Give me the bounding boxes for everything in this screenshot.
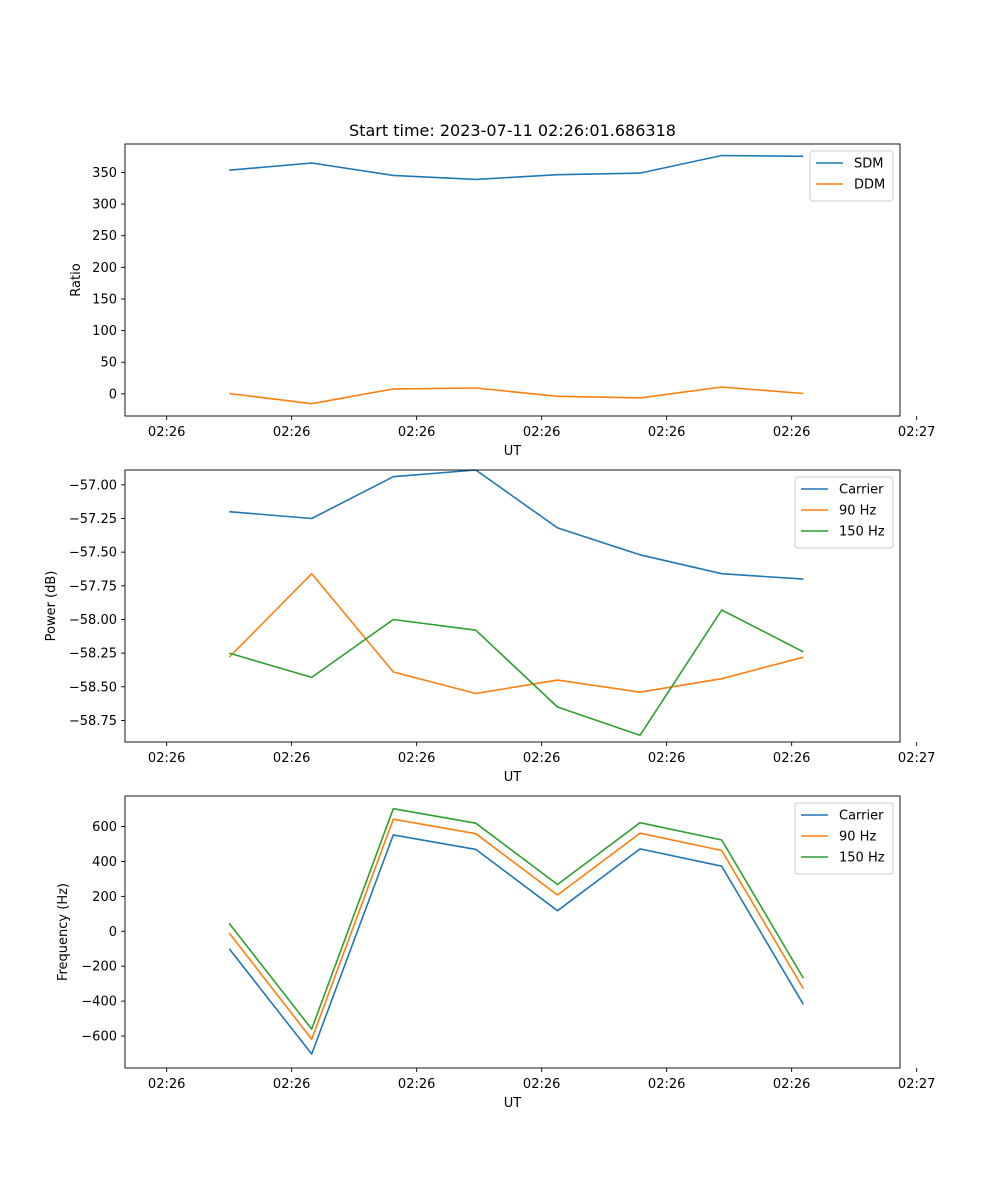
ratio-x-tick-label: 02:26 xyxy=(148,425,185,440)
power-legend-label: 150 Hz xyxy=(839,525,885,540)
frequency-legend: Carrier 90 Hz 150 Hz xyxy=(794,802,894,875)
chart-title: Start time: 2023-07-11 02:26:01.686318 xyxy=(349,121,676,140)
power-y-tick-label: −58.25 xyxy=(69,647,117,662)
power-x-tick-label: 02:26 xyxy=(648,751,685,766)
ratio-legend: SDM DDM xyxy=(809,150,894,202)
frequency-series-90-hz-line xyxy=(228,818,804,1040)
ratio-y-tick-label: 50 xyxy=(100,356,117,371)
ratio-y-tick-label: 150 xyxy=(92,292,117,307)
power-legend: Carrier 90 Hz 150 Hz xyxy=(794,476,894,549)
power-x-tick-label: 02:26 xyxy=(273,751,310,766)
ratio-series-sdm-line xyxy=(229,154,804,181)
frequency-x-tick-label: 02:26 xyxy=(273,1077,310,1092)
ratio-x-tick-label: 02:26 xyxy=(398,425,435,440)
ratio-legend-label: SDM xyxy=(854,157,883,172)
frequency-y-tick-label: −600 xyxy=(81,1030,117,1045)
power-x-tick-label: 02:26 xyxy=(523,751,560,766)
power-y-tick-label: −57.50 xyxy=(69,546,117,561)
power-y-tick-label: −58.00 xyxy=(69,613,117,628)
frequency-series-carrier-line xyxy=(228,834,804,1055)
power-y-tick-label: −58.50 xyxy=(69,680,117,695)
frequency-y-tick-label: 200 xyxy=(92,890,117,905)
ratio-y-tick-label: 350 xyxy=(92,166,117,181)
power-x-tick-label: 02:26 xyxy=(773,751,810,766)
power-y-tick-label: −57.75 xyxy=(69,579,117,594)
frequency-series-150-hz-line xyxy=(228,807,804,1030)
ratio-x-tick-label: 02:26 xyxy=(773,425,810,440)
frequency-x-tick-label: 02:26 xyxy=(523,1077,560,1092)
power-x-tick-label: 02:27 xyxy=(898,751,935,766)
ratio-y-tick-label: 100 xyxy=(92,324,117,339)
ratio-chart-panel: 02:26 02:26 02:26 02:26 02:26 02:26 02:27 0 50 10… xyxy=(69,143,935,459)
ratio-x-axis-label: UT xyxy=(504,444,522,459)
frequency-x-tick-label: 02:26 xyxy=(648,1077,685,1092)
ratio-x-tick-label: 02:26 xyxy=(523,425,560,440)
power-y-tick-label: −57.25 xyxy=(69,512,117,527)
power-x-axis-label: UT xyxy=(504,770,522,785)
power-y-tick-label: −57.00 xyxy=(69,478,117,493)
frequency-y-tick-label: −200 xyxy=(81,960,117,975)
frequency-x-tick-label: 02:27 xyxy=(898,1077,935,1092)
frequency-y-tick-label: 400 xyxy=(92,855,117,870)
ratio-axes-frame xyxy=(124,143,901,417)
frequency-y-tick-label: −400 xyxy=(81,995,117,1010)
ratio-x-tick-label: 02:27 xyxy=(898,425,935,440)
power-y-tick-label: −58.75 xyxy=(69,714,117,729)
frequency-x-tick-label: 02:26 xyxy=(148,1077,185,1092)
power-series-carrier-line xyxy=(229,469,804,580)
frequency-legend-label: 90 Hz xyxy=(839,830,876,845)
ratio-y-tick-label: 0 xyxy=(109,387,117,402)
ratio-y-axis-label: Ratio xyxy=(69,263,84,296)
ratio-series-ddm-line xyxy=(229,386,804,405)
power-axes-frame xyxy=(124,469,901,743)
power-series-150-hz-line xyxy=(228,609,804,737)
power-x-tick-label: 02:26 xyxy=(398,751,435,766)
ratio-y-tick-label: 200 xyxy=(92,261,117,276)
ratio-x-tick-label: 02:26 xyxy=(273,425,310,440)
frequency-legend-label: Carrier xyxy=(839,809,884,824)
frequency-x-axis-label: UT xyxy=(504,1096,522,1111)
power-chart-panel: 02:26 02:26 02:26 02:26 02:26 02:26 02:27 −57.0… xyxy=(44,469,935,785)
frequency-y-tick-label: 600 xyxy=(92,820,117,835)
power-y-axis-label: Power (dB) xyxy=(44,571,59,642)
frequency-legend-label: 150 Hz xyxy=(839,851,885,866)
power-x-tick-label: 02:26 xyxy=(148,751,185,766)
frequency-x-tick-label: 02:26 xyxy=(398,1077,435,1092)
ratio-x-tick-label: 02:26 xyxy=(648,425,685,440)
frequency-axes-frame xyxy=(124,795,901,1069)
frequency-y-tick-label: 0 xyxy=(109,925,117,940)
power-legend-label: Carrier xyxy=(839,483,884,498)
frequency-x-tick-label: 02:26 xyxy=(773,1077,810,1092)
ratio-legend-label: DDM xyxy=(854,178,885,193)
ratio-y-tick-label: 300 xyxy=(92,198,117,213)
ratio-y-tick-label: 250 xyxy=(92,229,117,244)
frequency-y-axis-label: Frequency (Hz) xyxy=(56,883,71,981)
power-series-90-hz-line xyxy=(228,572,804,695)
power-legend-label: 90 Hz xyxy=(839,504,876,519)
frequency-chart-panel: 02:26 02:26 02:26 02:26 02:26 02:26 02:27 −600 −… xyxy=(56,795,935,1111)
